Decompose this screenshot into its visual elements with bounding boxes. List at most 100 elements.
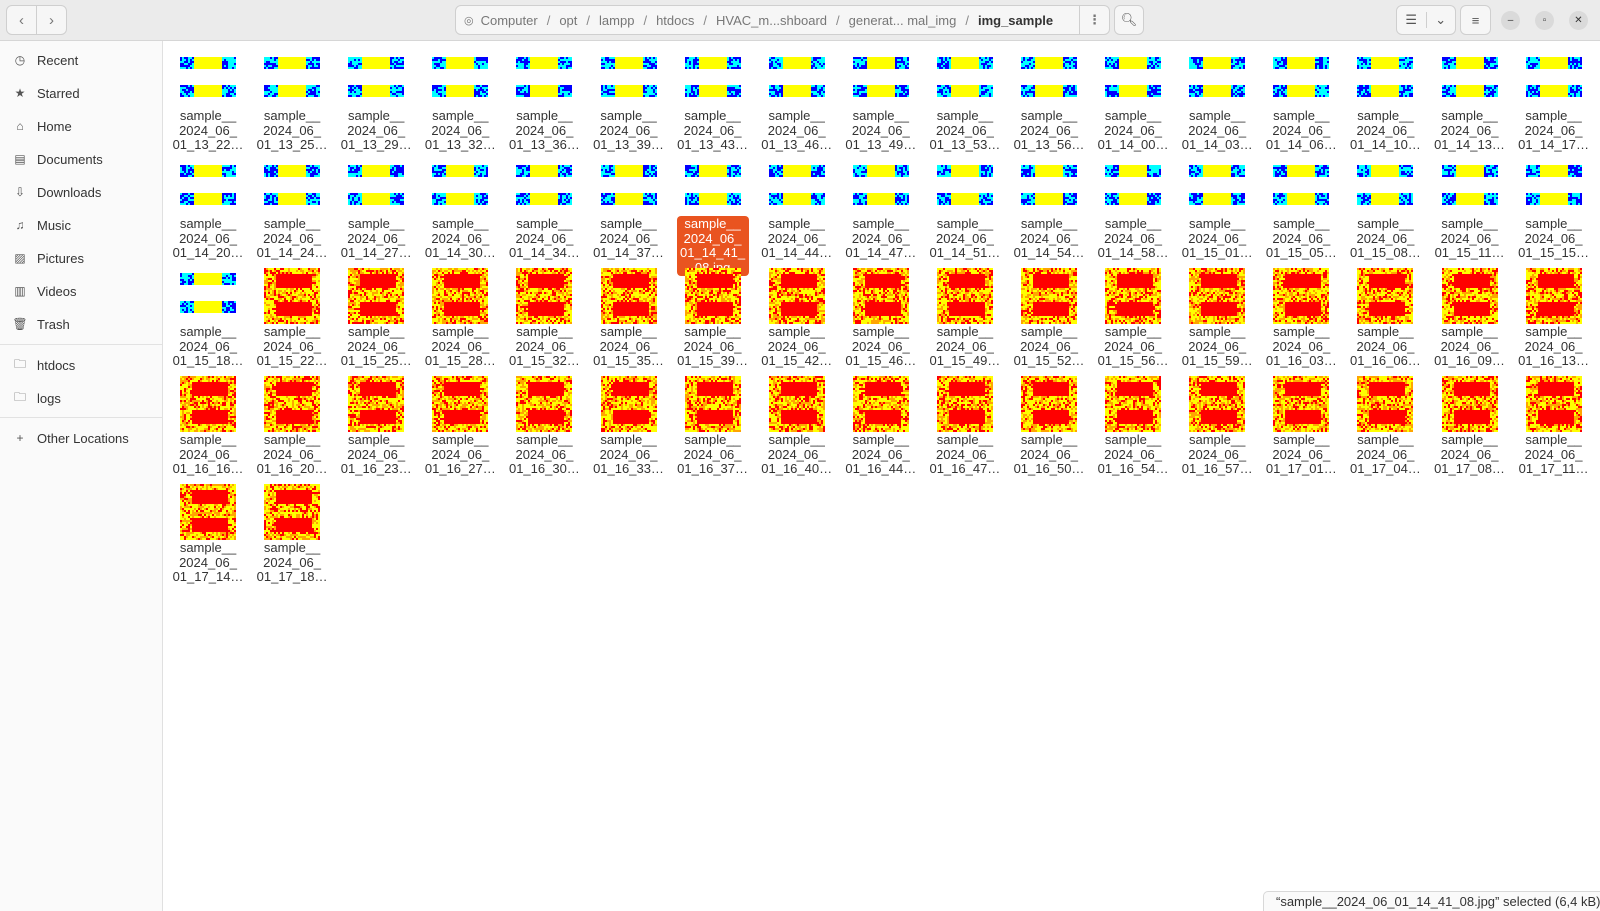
file-item[interactable]: sample__ 2024_06_ 01_16_06… — [1343, 257, 1427, 368]
file-item[interactable]: sample__ 2024_06_ 01_15_56… — [1091, 257, 1175, 368]
file-item[interactable]: sample__ 2024_06_ 01_16_27… — [418, 365, 502, 476]
file-item[interactable]: sample__ 2024_06_ 01_15_39… — [671, 257, 755, 368]
file-item[interactable]: sample__ 2024_06_ 01_15_46… — [839, 257, 923, 368]
file-item[interactable]: sample__ 2024_06_ 01_16_37… — [671, 365, 755, 476]
file-item[interactable]: sample__ 2024_06_ 01_16_47… — [923, 365, 1007, 476]
file-item[interactable]: sample__ 2024_06_ 01_15_18… — [166, 257, 250, 368]
sidebar-item-downloads[interactable]: ⇩ Downloads — [0, 177, 162, 207]
file-item[interactable]: sample__ 2024_06_ 01_17_14… — [166, 473, 250, 584]
file-item[interactable]: sample__ 2024_06_ 01_13_43… — [671, 41, 755, 152]
sidebar-item-music[interactable]: ♫ Music — [0, 210, 162, 240]
file-item[interactable]: sample__ 2024_06_ 01_13_53… — [923, 41, 1007, 152]
file-item[interactable]: sample__ 2024_06_ 01_15_25… — [334, 257, 418, 368]
file-item[interactable]: sample__ 2024_06_ 01_15_05… — [1259, 149, 1343, 260]
breadcrumb-lampp[interactable]: lampp — [599, 12, 635, 28]
file-item[interactable]: sample__ 2024_06_ 01_14_58… — [1091, 149, 1175, 260]
back-button[interactable]: ‹ — [7, 6, 37, 34]
breadcrumb-htdocs[interactable]: htdocs — [656, 12, 695, 28]
file-item[interactable]: sample__ 2024_06_ 01_14_06… — [1259, 41, 1343, 152]
file-item[interactable]: sample__ 2024_06_ 01_14_13… — [1428, 41, 1512, 152]
file-item[interactable]: sample__ 2024_06_ 01_13_29… — [334, 41, 418, 152]
file-item[interactable]: sample__ 2024_06_ 01_17_18… — [250, 473, 334, 584]
file-item[interactable]: sample__ 2024_06_ 01_14_27… — [334, 149, 418, 260]
file-item[interactable]: sample__ 2024_06_ 01_13_32… — [418, 41, 502, 152]
file-item[interactable]: sample__ 2024_06_ 01_13_36… — [502, 41, 586, 152]
file-item[interactable]: sample__ 2024_06_ 01_14_03… — [1175, 41, 1259, 152]
file-item[interactable]: sample__ 2024_06_ 01_16_33… — [587, 365, 671, 476]
file-item[interactable]: sample__ 2024_06_ 01_16_57… — [1175, 365, 1259, 476]
sidebar-item-htdocs[interactable]: 🗀︎ htdocs — [0, 350, 162, 380]
file-item[interactable]: sample__ 2024_06_ 01_16_50… — [1007, 365, 1091, 476]
sidebar-item-documents[interactable]: ▤ Documents — [0, 144, 162, 174]
file-item[interactable]: sample__ 2024_06_ 01_15_49… — [923, 257, 1007, 368]
file-item[interactable]: sample__ 2024_06_ 01_14_34… — [502, 149, 586, 260]
maximize-button[interactable]: ▫ — [1535, 11, 1554, 30]
file-item[interactable]: sample__ 2024_06_ 01_15_01… — [1175, 149, 1259, 260]
file-item[interactable]: sample__ 2024_06_ 01_17_08… — [1428, 365, 1512, 476]
path-menu-button[interactable]: ⋮ — [1079, 6, 1109, 34]
file-item[interactable]: sample__ 2024_06_ 01_13_39… — [587, 41, 671, 152]
sidebar-item-label: Videos — [37, 283, 77, 299]
file-item[interactable]: sample__ 2024_06_ 01_14_10… — [1343, 41, 1427, 152]
sidebar-item-home[interactable]: ⌂ Home — [0, 111, 162, 141]
breadcrumb-computer[interactable]: Computer — [480, 12, 538, 28]
file-item[interactable]: sample__ 2024_06_ 01_15_22… — [250, 257, 334, 368]
minimize-button[interactable]: – — [1501, 11, 1520, 30]
file-item[interactable]: sample__ 2024_06_ 01_16_40… — [755, 365, 839, 476]
sidebar-item-trash[interactable]: 🗑︎ Trash — [0, 309, 162, 339]
file-item[interactable]: sample__ 2024_06_ 01_14_47… — [839, 149, 923, 260]
forward-button[interactable]: › — [37, 6, 66, 34]
close-button[interactable]: ✕ — [1569, 11, 1588, 30]
file-item[interactable]: sample__ 2024_06_ 01_13_22… — [166, 41, 250, 152]
chevron-down-icon[interactable]: ⌄ — [1435, 12, 1447, 27]
list-view-icon[interactable]: ☰ — [1397, 12, 1427, 28]
file-item[interactable]: sample__ 2024_06_ 01_13_25… — [250, 41, 334, 152]
file-item[interactable]: sample__ 2024_06_ 01_13_49… — [839, 41, 923, 152]
file-item[interactable]: sample__ 2024_06_ 01_15_42… — [755, 257, 839, 368]
file-item[interactable]: sample__ 2024_06_ 01_15_59… — [1175, 257, 1259, 368]
sidebar-item-videos[interactable]: ▥ Videos — [0, 276, 162, 306]
file-item[interactable]: sample__ 2024_06_ 01_15_52… — [1007, 257, 1091, 368]
file-item[interactable]: sample__ 2024_06_ 01_14_20… — [166, 149, 250, 260]
breadcrumb-opt[interactable]: opt — [559, 12, 578, 28]
file-item[interactable]: sample__ 2024_06_ 01_13_56… — [1007, 41, 1091, 152]
file-item[interactable]: sample__ 2024_06_ 01_16_20… — [250, 365, 334, 476]
file-item[interactable]: sample__ 2024_06_ 01_15_28… — [418, 257, 502, 368]
file-item[interactable]: sample__ 2024_06_ 01_16_03… — [1259, 257, 1343, 368]
sidebar-item-logs[interactable]: 🗀︎ logs — [0, 383, 162, 413]
file-item[interactable]: sample__ 2024_06_ 01_16_09… — [1428, 257, 1512, 368]
breadcrumb-current[interactable]: img_sample — [977, 12, 1054, 28]
breadcrumb-hvac[interactable]: HVAC_m...shboard — [716, 12, 828, 28]
file-item[interactable]: sample__ 2024_06_ 01_15_15… — [1512, 149, 1596, 260]
file-item[interactable]: sample__ 2024_06_ 01_14_37… — [587, 149, 671, 260]
search-button[interactable]: 🔍︎ — [1114, 5, 1144, 35]
file-item[interactable]: sample__ 2024_06_ 01_15_32… — [502, 257, 586, 368]
file-item[interactable]: sample__ 2024_06_ 01_16_13… — [1512, 257, 1596, 368]
sidebar-item-recent[interactable]: ◷ Recent — [0, 45, 162, 75]
breadcrumb-generat[interactable]: generat... mal_img — [848, 12, 957, 28]
main-menu-button[interactable]: ≡ — [1460, 5, 1491, 35]
file-item[interactable]: sample__ 2024_06_ 01_14_54… — [1007, 149, 1091, 260]
file-item[interactable]: sample__ 2024_06_ 01_16_16… — [166, 365, 250, 476]
sidebar-item-pictures[interactable]: ▨ Pictures — [0, 243, 162, 273]
file-item[interactable]: sample__ 2024_06_ 01_16_30… — [502, 365, 586, 476]
file-item[interactable]: sample__ 2024_06_ 01_17_11… — [1512, 365, 1596, 476]
file-item[interactable]: sample__ 2024_06_ 01_14_44… — [755, 149, 839, 260]
file-item[interactable]: sample__ 2024_06_ 01_17_04… — [1343, 365, 1427, 476]
file-item[interactable]: sample__ 2024_06_ 01_14_30… — [418, 149, 502, 260]
file-item[interactable]: sample__ 2024_06_ 01_16_54… — [1091, 365, 1175, 476]
file-item[interactable]: sample__ 2024_06_ 01_14_51… — [923, 149, 1007, 260]
file-item[interactable]: sample__ 2024_06_ 01_16_44… — [839, 365, 923, 476]
file-item[interactable]: sample__ 2024_06_ 01_14_41_ 08.jpg — [671, 149, 755, 276]
file-item[interactable]: sample__ 2024_06_ 01_14_00… — [1091, 41, 1175, 152]
file-item[interactable]: sample__ 2024_06_ 01_17_01… — [1259, 365, 1343, 476]
file-item[interactable]: sample__ 2024_06_ 01_16_23… — [334, 365, 418, 476]
file-item[interactable]: sample__ 2024_06_ 01_13_46… — [755, 41, 839, 152]
file-item[interactable]: sample__ 2024_06_ 01_14_17… — [1512, 41, 1596, 152]
sidebar-item-other-locations[interactable]: + Other Locations — [0, 423, 162, 453]
file-item[interactable]: sample__ 2024_06_ 01_15_11… — [1428, 149, 1512, 260]
sidebar-item-starred[interactable]: ★ Starred — [0, 78, 162, 108]
file-item[interactable]: sample__ 2024_06_ 01_15_35… — [587, 257, 671, 368]
file-item[interactable]: sample__ 2024_06_ 01_15_08… — [1343, 149, 1427, 260]
file-item[interactable]: sample__ 2024_06_ 01_14_24… — [250, 149, 334, 260]
